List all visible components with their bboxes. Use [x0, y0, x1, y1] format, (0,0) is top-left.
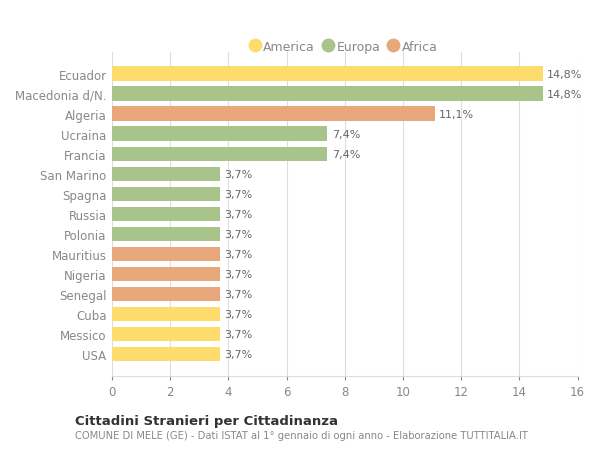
- Text: 14,8%: 14,8%: [547, 90, 583, 100]
- Bar: [112, 187, 220, 202]
- Text: 3,7%: 3,7%: [224, 269, 253, 279]
- Bar: [112, 147, 328, 162]
- Bar: [112, 227, 220, 241]
- Bar: [112, 207, 220, 222]
- Legend: America, Europa, Africa: America, Europa, Africa: [247, 35, 442, 58]
- Text: 3,7%: 3,7%: [224, 349, 253, 359]
- Text: 7,4%: 7,4%: [332, 129, 360, 140]
- Text: 3,7%: 3,7%: [224, 169, 253, 179]
- Text: 3,7%: 3,7%: [224, 190, 253, 199]
- Bar: [112, 87, 542, 101]
- Text: 3,7%: 3,7%: [224, 230, 253, 239]
- Text: 3,7%: 3,7%: [224, 209, 253, 219]
- Bar: [112, 307, 220, 321]
- Bar: [112, 347, 220, 361]
- Text: 3,7%: 3,7%: [224, 309, 253, 319]
- Bar: [112, 107, 435, 122]
- Text: 14,8%: 14,8%: [547, 69, 583, 79]
- Bar: [112, 287, 220, 302]
- Bar: [112, 167, 220, 182]
- Text: 7,4%: 7,4%: [332, 149, 360, 159]
- Bar: [112, 267, 220, 281]
- Bar: [112, 327, 220, 341]
- Text: 3,7%: 3,7%: [224, 329, 253, 339]
- Bar: [112, 67, 542, 82]
- Text: 11,1%: 11,1%: [439, 109, 475, 119]
- Bar: [112, 127, 328, 141]
- Text: 3,7%: 3,7%: [224, 289, 253, 299]
- Text: COMUNE DI MELE (GE) - Dati ISTAT al 1° gennaio di ogni anno - Elaborazione TUTTI: COMUNE DI MELE (GE) - Dati ISTAT al 1° g…: [75, 431, 528, 440]
- Text: 3,7%: 3,7%: [224, 249, 253, 259]
- Text: Cittadini Stranieri per Cittadinanza: Cittadini Stranieri per Cittadinanza: [75, 414, 338, 428]
- Bar: [112, 247, 220, 262]
